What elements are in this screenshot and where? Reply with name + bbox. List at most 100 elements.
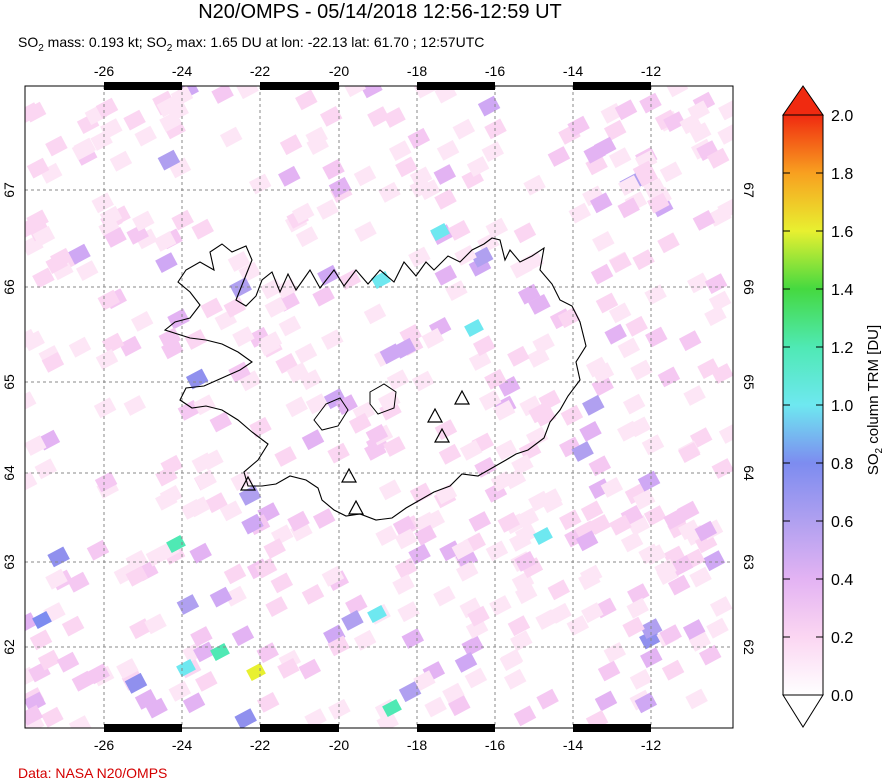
so2-pixel	[643, 544, 667, 566]
so2-pixel	[643, 178, 666, 199]
so2-pixel	[634, 692, 658, 714]
so2-pixel	[159, 484, 183, 506]
so2-pixel	[590, 263, 614, 285]
so2-pixel	[126, 223, 149, 245]
so2-pixel	[492, 399, 516, 421]
so2-pixel	[513, 705, 537, 727]
lon-tick-label: -20	[329, 63, 349, 79]
so2-pixel	[298, 658, 322, 680]
so2-pixel-high	[166, 534, 186, 554]
colorbar-tick-label: 1.2	[831, 340, 853, 357]
triangle-icon	[340, 467, 358, 483]
so2-pixel	[113, 563, 137, 585]
so2-pixel	[363, 303, 387, 325]
so2-pixel	[536, 688, 559, 710]
so2-pixel	[467, 605, 490, 627]
so2-pixel	[123, 109, 146, 131]
so2-pixel	[124, 672, 148, 694]
so2-pixel	[455, 548, 479, 570]
so2-pixel	[434, 188, 457, 210]
so2-pixel	[622, 616, 645, 638]
so2-pixel	[56, 651, 80, 673]
so2-pixel	[547, 579, 571, 601]
so2-pixel	[25, 612, 38, 634]
lat-tick-label: 64	[741, 465, 757, 481]
so2-pixel	[232, 326, 255, 348]
so2-pixel	[25, 691, 47, 713]
so2-pixel	[630, 359, 653, 381]
so2-pixel	[513, 222, 537, 244]
so2-pixel	[519, 395, 542, 417]
so2-pixel	[688, 630, 712, 652]
so2-pixel	[301, 429, 325, 451]
lon-tick-label: -16	[485, 63, 505, 79]
lat-tick-label: 65	[1, 374, 17, 390]
so2-pixel	[575, 530, 599, 552]
so2-pixel	[625, 315, 648, 337]
lat-tick-label: 64	[1, 465, 17, 481]
so2-pixel-high	[367, 604, 387, 624]
graticule	[25, 86, 733, 728]
so2-pixel	[639, 92, 662, 114]
so2-pixel	[657, 232, 680, 254]
so2-pixel	[286, 362, 310, 384]
so2-pixel	[299, 369, 323, 391]
so2-pixel	[682, 619, 706, 640]
so2-pixel	[608, 302, 632, 324]
so2-pixel	[187, 496, 211, 518]
so2-pixel	[711, 363, 733, 384]
so2-pixel	[585, 154, 608, 176]
so2-pixel	[290, 520, 313, 542]
so2-pixel	[378, 390, 401, 412]
so2-pixel	[589, 192, 613, 214]
so2-pixel	[153, 230, 177, 252]
so2-pixel	[34, 458, 58, 480]
so2-pixel	[68, 715, 92, 728]
so2-pixel	[219, 500, 243, 522]
colorbar-overflow-arrow	[782, 85, 824, 116]
so2-pixel	[37, 649, 61, 671]
so2-pixel	[95, 348, 119, 370]
so2-pixel	[617, 337, 641, 359]
so2-pixel	[518, 440, 542, 461]
so2-pixel	[189, 542, 212, 564]
so2-pixel	[566, 615, 590, 636]
so2-pixel	[323, 388, 347, 410]
so2-pixel	[343, 86, 367, 98]
so2-pixel	[375, 525, 398, 547]
so2-pixel	[182, 692, 206, 714]
so2-pixel	[470, 246, 494, 268]
so2-pixel	[433, 585, 456, 607]
so2-pixel	[32, 225, 56, 247]
so2-pixel-high	[430, 222, 450, 242]
so2-pixel	[177, 399, 201, 421]
lon-tick-label: -14	[563, 737, 583, 753]
frame-tick-bar	[573, 724, 651, 732]
so2-pixel	[448, 695, 471, 717]
so2-pixel	[230, 470, 253, 492]
so2-pixel	[319, 105, 343, 127]
colorbar-tick-label: 1.6	[831, 224, 853, 241]
so2-pixel	[454, 651, 478, 673]
so2-pixel	[145, 545, 169, 567]
so2-pixel	[408, 543, 431, 565]
so2-pixel-high	[464, 318, 484, 338]
so2-pixel	[238, 261, 261, 283]
so2-pixel-high	[246, 662, 266, 682]
so2-pixel	[474, 456, 497, 478]
so2-pixel	[661, 659, 685, 681]
so2-pixel	[132, 210, 155, 232]
so2-pixel	[702, 550, 726, 572]
so2-pixel	[527, 346, 550, 368]
so2-pixel	[718, 423, 733, 444]
so2-pixel	[455, 560, 479, 582]
so2-pixel	[184, 329, 208, 350]
so2-pixel	[409, 482, 433, 504]
so2-pixel	[711, 458, 733, 479]
so2-pixel	[398, 681, 422, 703]
so2-pixel	[101, 332, 125, 354]
so2-pixel	[466, 156, 490, 177]
so2-pixel	[94, 471, 118, 493]
so2-pixel	[547, 146, 571, 167]
so2-pixel	[194, 469, 217, 491]
